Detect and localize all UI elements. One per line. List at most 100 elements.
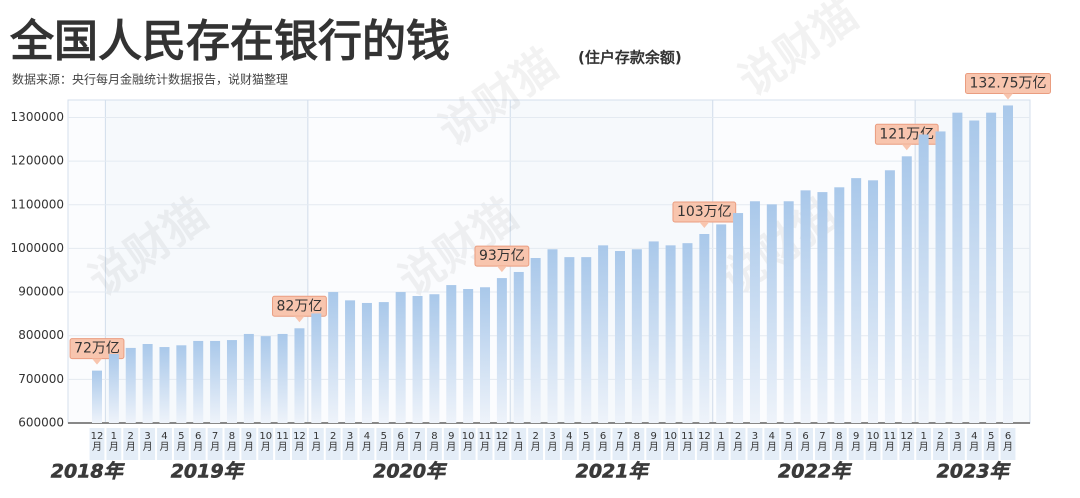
watermark: 说财猫 [730,0,867,107]
bar [159,347,170,423]
x-tick-label: 4月 [969,431,980,453]
bar [480,287,491,423]
x-tick-label: 12月 [697,431,711,453]
x-tick-label: 5月 [783,431,794,453]
y-tick-label: 1200000 [11,154,64,168]
x-cell [882,428,898,460]
x-tick-label: 3月 [547,431,558,453]
x-tick-label: 7月 [817,431,828,453]
x-cell [933,428,948,460]
x-tick-label: 2月 [328,431,339,453]
bar [834,187,845,423]
x-cell [443,428,459,460]
x-tick-label: 4月 [159,431,170,453]
value-label-pointer [92,358,102,365]
bar [142,343,153,423]
x-tick-label: 5月 [581,431,592,453]
x-tick-label: 8月 [631,431,642,453]
bar [716,224,727,423]
x-cell [275,428,291,460]
bar [631,249,642,423]
bar [92,370,102,423]
x-cell [376,428,392,460]
bar [193,340,204,423]
bar [328,292,339,423]
x-cell [663,428,679,460]
value-label: 93万亿 [479,248,525,264]
x-cell [241,428,257,460]
x-tick-label: 2月 [935,431,946,453]
bar [176,345,187,423]
x-cell [814,428,830,460]
x-tick-label: 8月 [429,431,440,453]
bar [513,271,524,423]
x-tick-label: 12月 [90,431,104,453]
bar [733,213,744,423]
x-tick-label: 3月 [345,431,356,453]
year-panel [67,99,106,424]
x-cell [292,428,307,460]
x-cell [764,428,780,460]
y-tick-label: 800000 [18,328,64,342]
bar [1003,105,1013,423]
year-label: 2023年 [937,461,1012,483]
bar [564,257,575,423]
x-tick-label: 5月 [986,431,997,453]
bar [446,285,457,423]
x-cell [258,428,274,460]
bar [260,336,271,423]
x-tick-label: 10月 [664,431,677,453]
chart-title: 全国人民存在银行的钱 [9,16,450,67]
y-tick-label: 1100000 [11,197,64,211]
x-cell [966,428,982,460]
bar [783,201,794,423]
x-tick-label: 2月 [530,431,541,453]
year-label: 2021年 [576,461,651,483]
x-tick-label: 6月 [395,431,406,453]
x-cell [477,428,493,460]
bar [378,302,389,423]
x-tick-label: 11月 [681,431,694,453]
x-cell [612,428,628,460]
source-note: 数据来源：央行每月金融统计数据报告，说财猫整理 [12,72,288,87]
x-cell [865,428,881,460]
x-tick-label: 4月 [564,431,575,453]
y-tick-label: 1300000 [11,110,64,124]
x-cell [460,428,476,460]
x-tick-label: 1月 [918,431,929,453]
value-label: 132.75万亿 [970,75,1047,91]
bar [210,340,221,423]
x-tick-label: 3月 [749,431,760,453]
bar [935,131,946,423]
bar [311,313,322,423]
bar [530,258,541,423]
value-label-pointer [294,316,305,323]
x-cell [494,428,510,460]
x-tick-label: 4月 [361,431,372,453]
x-cell [359,428,375,460]
x-cell [342,428,358,460]
x-tick-label: 7月 [614,431,625,453]
bar [277,333,288,423]
bar [412,295,423,423]
x-tick-label: 9月 [851,431,862,453]
bar [884,170,895,423]
y-tick-label: 700000 [18,372,64,386]
x-cell [848,428,864,460]
x-tick-label: 9月 [243,431,254,453]
year-panel [712,99,916,424]
value-label-pointer [699,222,710,229]
x-tick-label: 1月 [513,431,524,453]
x-tick-label: 5月 [378,431,389,453]
x-tick-label: 9月 [446,431,457,453]
x-tick-label: 3月 [142,431,153,453]
y-tick-label: 900000 [18,285,64,299]
x-cell [595,428,611,460]
bar [598,245,609,423]
x-tick-label: 6月 [598,431,609,453]
x-tick-label: 6月 [1003,431,1013,453]
y-tick-label: 600000 [18,416,64,430]
x-tick-label: 2月 [733,431,744,453]
bar [294,328,305,423]
